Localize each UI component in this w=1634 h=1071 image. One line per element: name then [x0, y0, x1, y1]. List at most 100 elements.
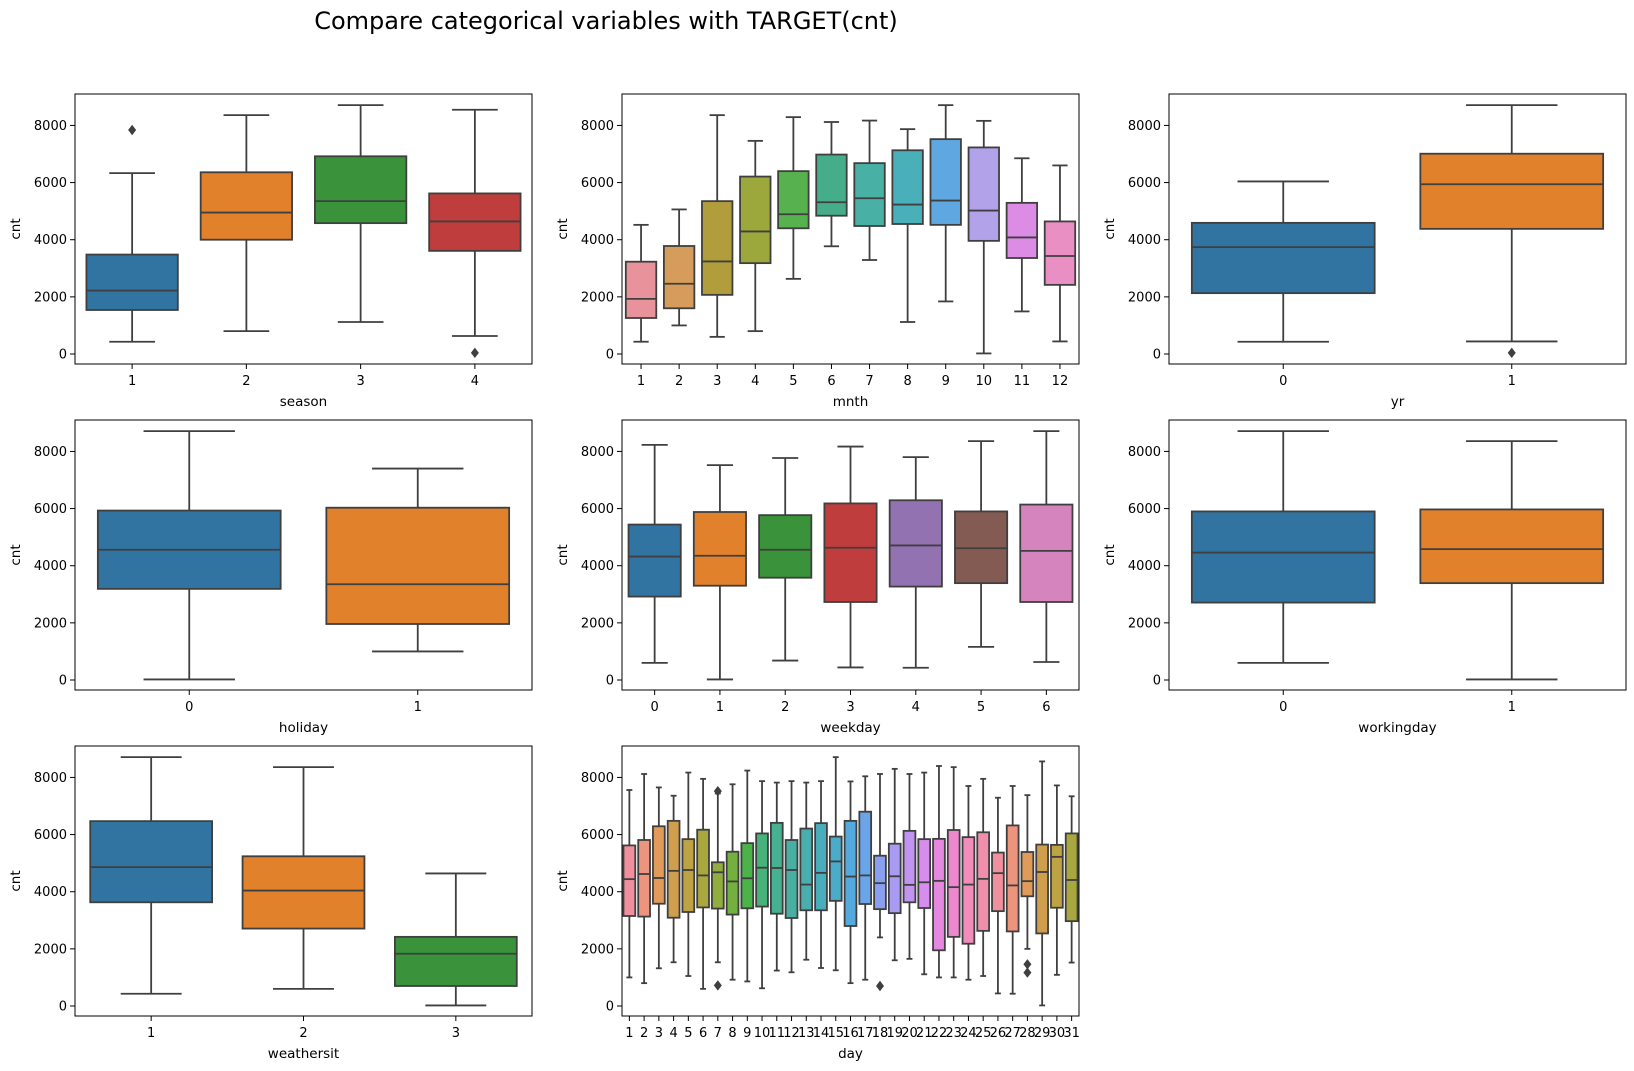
box-day-7: [711, 785, 725, 991]
box-weathersit-3: [393, 872, 518, 1007]
y-axis-label: cnt: [8, 870, 24, 891]
iqr-box: [858, 810, 873, 905]
y-tick-label: 0: [606, 348, 614, 363]
box-weekday-1: [692, 464, 747, 681]
y-tick-label: 2000: [1128, 616, 1161, 631]
iqr-box: [991, 851, 1005, 913]
box-day-2: [637, 773, 651, 985]
iqr-box: [815, 153, 848, 217]
box-weekday-5: [954, 440, 1009, 648]
iqr-box: [828, 835, 843, 902]
y-tick-label: 6000: [581, 502, 614, 517]
box-weathersit-2: [241, 766, 366, 990]
iqr-box: [932, 837, 946, 952]
box-day-6: [696, 777, 710, 990]
outlier-marker: [1507, 347, 1516, 359]
x-tick-label: 3: [713, 374, 721, 389]
x-tick-label: 24: [960, 1026, 977, 1041]
outlier-marker: [713, 785, 722, 797]
iqr-box: [393, 935, 518, 987]
iqr-box: [325, 506, 511, 625]
x-tick-label: 14: [813, 1026, 830, 1041]
axes-frame: [621, 745, 1080, 1017]
outlier-marker: [875, 980, 884, 992]
y-tick-label: 4000: [581, 885, 614, 900]
iqr-box: [662, 245, 696, 310]
axes-frame: [1168, 93, 1627, 365]
y-tick-label: 2000: [34, 942, 67, 957]
iqr-box: [1005, 201, 1039, 259]
axes-frame: [74, 93, 533, 365]
x-tick-label: 9: [942, 374, 950, 389]
iqr-box: [740, 842, 755, 910]
x-tick-label: 3: [846, 700, 854, 715]
y-axis-label: cnt: [1102, 218, 1118, 239]
outlier-marker: [1023, 959, 1032, 970]
x-tick-label: 23: [945, 1026, 962, 1041]
x-tick-label: 8: [728, 1026, 736, 1041]
iqr-box: [1190, 221, 1376, 295]
y-tick-label: 4000: [1128, 559, 1161, 574]
box-mnth-2: [662, 208, 696, 327]
x-tick-label: 5: [684, 1026, 692, 1041]
y-axis-label: cnt: [555, 218, 571, 239]
y-tick-label: 8000: [34, 771, 67, 786]
iqr-box: [902, 829, 917, 904]
x-tick-label: 21: [916, 1026, 933, 1041]
iqr-box: [725, 850, 740, 916]
y-tick-label: 4000: [1128, 233, 1161, 248]
subplot-workingday: 0 2000 4000 6000 8000 0 1 workingday cnt: [1102, 419, 1627, 736]
x-tick-label: 12: [1052, 374, 1069, 389]
y-tick-label: 6000: [581, 176, 614, 191]
x-tick-label: 1: [1508, 700, 1516, 715]
iqr-box: [1064, 832, 1079, 923]
iqr-box: [784, 839, 799, 919]
x-tick-label: 5: [977, 700, 985, 715]
y-tick-label: 6000: [34, 828, 67, 843]
box-weekday-3: [823, 445, 878, 669]
iqr-box: [1050, 843, 1064, 909]
box-day-11: [769, 781, 784, 972]
x-tick-label: 25: [975, 1026, 992, 1041]
box-mnth-11: [1005, 157, 1039, 313]
x-tick-label: 9: [743, 1026, 751, 1041]
box-day-18: [873, 773, 887, 992]
box-day-15: [828, 756, 843, 972]
iqr-box: [853, 162, 886, 227]
iqr-box: [85, 253, 179, 311]
box-day-14: [814, 780, 828, 969]
box-day-29: [1035, 760, 1049, 1007]
iqr-box: [637, 839, 651, 918]
x-tick-label: 1: [625, 1026, 633, 1041]
x-tick-label: 7: [714, 1026, 722, 1041]
x-tick-label: 11: [1014, 374, 1031, 389]
outlier-marker: [713, 980, 722, 991]
y-tick-label: 0: [1153, 348, 1161, 363]
iqr-box: [755, 832, 769, 908]
iqr-box: [961, 836, 976, 945]
x-tick-label: 7: [865, 374, 873, 389]
figure-title: Compare categorical variables with TARGE…: [314, 7, 898, 35]
x-tick-label: 6: [1042, 700, 1050, 715]
box-weathersit-1: [89, 756, 213, 995]
x-tick-label: 2: [299, 1026, 307, 1041]
box-day-13: [799, 781, 814, 961]
y-tick-label: 2000: [581, 942, 614, 957]
x-tick-label: 2: [781, 700, 789, 715]
x-tick-label: 1: [716, 700, 724, 715]
box-season-1: [85, 124, 179, 343]
x-tick-label: 19: [886, 1026, 903, 1041]
x-tick-label: 12: [783, 1026, 800, 1041]
box-day-12: [784, 780, 799, 974]
x-tick-label: 10: [754, 1026, 771, 1041]
box-season-3: [314, 104, 408, 323]
y-tick-label: 0: [606, 1000, 614, 1015]
y-tick-label: 8000: [581, 119, 614, 134]
y-tick-label: 0: [59, 1000, 67, 1015]
box-day-26: [991, 796, 1005, 995]
iqr-box: [314, 155, 408, 225]
iqr-box: [976, 831, 990, 932]
iqr-box: [823, 502, 878, 603]
box-mnth-8: [891, 128, 924, 323]
y-tick-label: 2000: [581, 290, 614, 305]
